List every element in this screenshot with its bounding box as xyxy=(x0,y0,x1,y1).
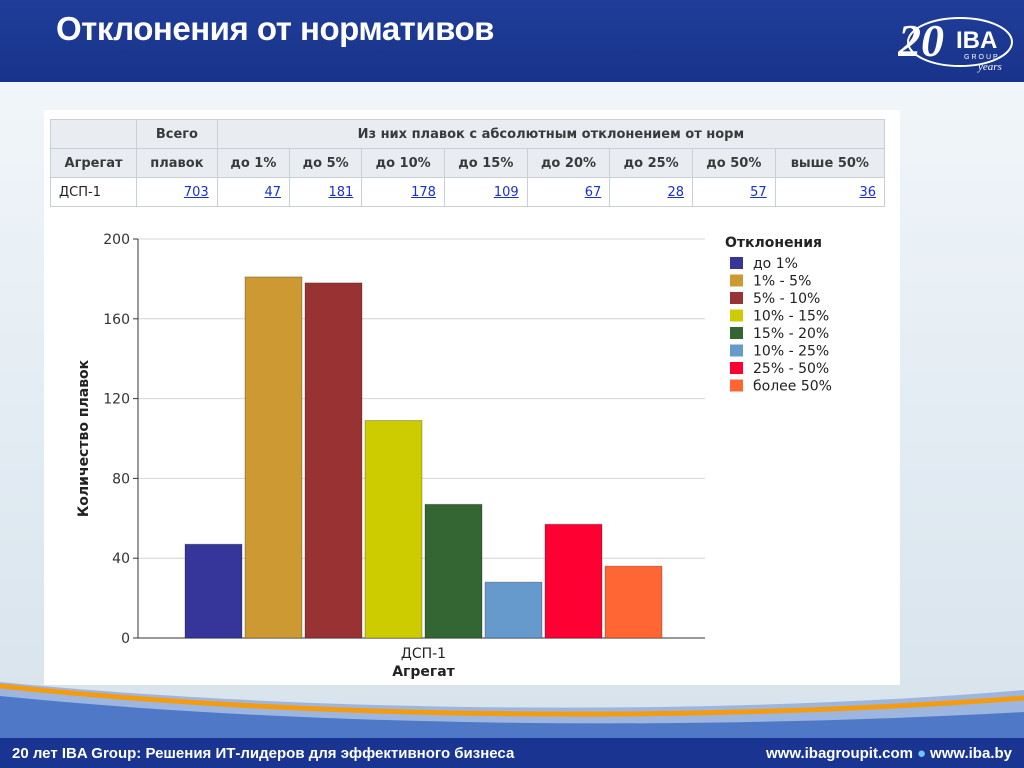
y-axis-label: Количество плавок xyxy=(76,359,92,517)
link-dev-5[interactable]: 181 xyxy=(328,184,354,200)
y-tick-label: 80 xyxy=(112,471,130,487)
logo-group: GROUP xyxy=(964,54,1000,61)
header-dev-5: до 5% xyxy=(288,148,363,178)
page-title: Отклонения от нормативов xyxy=(56,10,494,47)
link-dev-1[interactable]: 47 xyxy=(264,184,281,200)
header-empty xyxy=(49,119,138,149)
y-tick-label: 160 xyxy=(103,312,130,328)
header-unit: Агрегат xyxy=(49,148,138,178)
bar xyxy=(544,523,603,639)
footer-site-link-2[interactable]: www.iba.by xyxy=(930,745,1012,762)
legend-swatch xyxy=(730,379,743,392)
header-dev-25: до 25% xyxy=(609,148,693,178)
header-dev-over-50: выше 50% xyxy=(774,148,886,178)
link-dev-50[interactable]: 57 xyxy=(750,184,767,200)
legend-label: 1% - 5% xyxy=(753,274,811,290)
table-row: ДСП-1 703 47 181 178 109 67 28 57 36 xyxy=(49,177,886,207)
bar xyxy=(604,565,663,639)
cell-dev-10: 178 xyxy=(361,177,445,207)
legend-label: до 1% xyxy=(753,256,798,272)
y-tick-label: 200 xyxy=(103,232,130,248)
table-header-row-2: Агрегат плавок до 1% до 5% до 10% до 15%… xyxy=(49,148,886,178)
iba-group-logo: 20 IBA GROUP years xyxy=(898,15,1013,73)
bar xyxy=(484,581,543,639)
bar xyxy=(424,503,483,639)
row-unit-name: ДСП-1 xyxy=(49,177,138,207)
link-dev-25[interactable]: 28 xyxy=(667,184,684,200)
footer-tagline: 20 лет IBA Group: Решения ИТ-лидеров для… xyxy=(12,745,515,762)
link-dev-20[interactable]: 67 xyxy=(584,184,602,200)
link-dev-15[interactable]: 109 xyxy=(493,184,519,200)
bar xyxy=(244,276,303,639)
header-melts: плавок xyxy=(136,148,218,178)
table-header-row-1: Всего Из них плавок с абсолютным отклоне… xyxy=(49,119,886,149)
bar xyxy=(184,543,243,639)
footer-site-link-1[interactable]: www.ibagroupit.com xyxy=(766,745,913,762)
legend-label: более 50% xyxy=(753,379,832,395)
header-bar: Отклонения от нормативов 20 IBA GROUP ye… xyxy=(0,0,1024,82)
legend-swatch xyxy=(730,344,743,357)
cell-dev-1: 47 xyxy=(216,177,291,207)
legend-label: 25% - 50% xyxy=(753,361,829,377)
bar xyxy=(364,420,423,639)
y-tick-label: 0 xyxy=(121,631,130,647)
link-total[interactable]: 703 xyxy=(183,184,209,200)
footer-links: www.ibagroupit.com ● www.iba.by xyxy=(766,745,1012,762)
decorative-swoosh xyxy=(0,682,1024,742)
header-total: Всего xyxy=(136,119,218,149)
logo-years: years xyxy=(977,61,1002,73)
link-dev-over-50[interactable]: 36 xyxy=(859,184,876,200)
deviation-bar-chart: 0 40 80 120 160 200 ДСП-1 Агрегат Количество пла… xyxy=(76,232,832,680)
y-tick-label: 120 xyxy=(103,392,130,408)
header-group: Из них плавок с абсолютным отклонением о… xyxy=(216,119,886,149)
x-category-label: ДСП-1 xyxy=(401,646,446,662)
bar xyxy=(304,282,363,639)
header-dev-10: до 10% xyxy=(361,148,445,178)
legend-label: 10% - 25% xyxy=(753,344,829,360)
logo-brand: IBA xyxy=(956,27,997,54)
legend-swatch xyxy=(730,292,743,304)
legend-label: 5% - 10% xyxy=(753,291,820,307)
legend-label: 15% - 20% xyxy=(753,326,829,342)
legend-swatch xyxy=(730,257,743,269)
cell-dev-over-50: 36 xyxy=(774,177,886,207)
deviation-table: Всего Из них плавок с абсолютным отклоне… xyxy=(49,119,886,207)
footer-bar: 20 лет IBA Group: Решения ИТ-лидеров для… xyxy=(0,738,1024,768)
link-dev-10[interactable]: 178 xyxy=(411,184,436,200)
legend-label: 10% - 15% xyxy=(753,309,829,325)
legend-swatch xyxy=(730,327,743,339)
cell-dev-25: 28 xyxy=(609,177,693,207)
header-dev-15: до 15% xyxy=(443,148,528,178)
legend-swatch xyxy=(730,309,743,322)
y-tick-label: 40 xyxy=(112,551,130,567)
legend-swatch xyxy=(730,362,743,374)
cell-dev-20: 67 xyxy=(526,177,611,207)
cell-dev-5: 181 xyxy=(288,177,363,207)
header-dev-1: до 1% xyxy=(216,148,291,178)
header-dev-50: до 50% xyxy=(691,148,776,178)
legend-title: Отклонения xyxy=(725,235,822,251)
legend-swatch xyxy=(730,274,743,287)
cell-dev-50: 57 xyxy=(691,177,776,207)
cell-total: 703 xyxy=(136,177,218,207)
cell-dev-15: 109 xyxy=(443,177,528,207)
footer-dot-icon: ● xyxy=(916,745,927,762)
x-axis-label: Агрегат xyxy=(392,664,455,680)
header-dev-20: до 20% xyxy=(526,148,611,178)
